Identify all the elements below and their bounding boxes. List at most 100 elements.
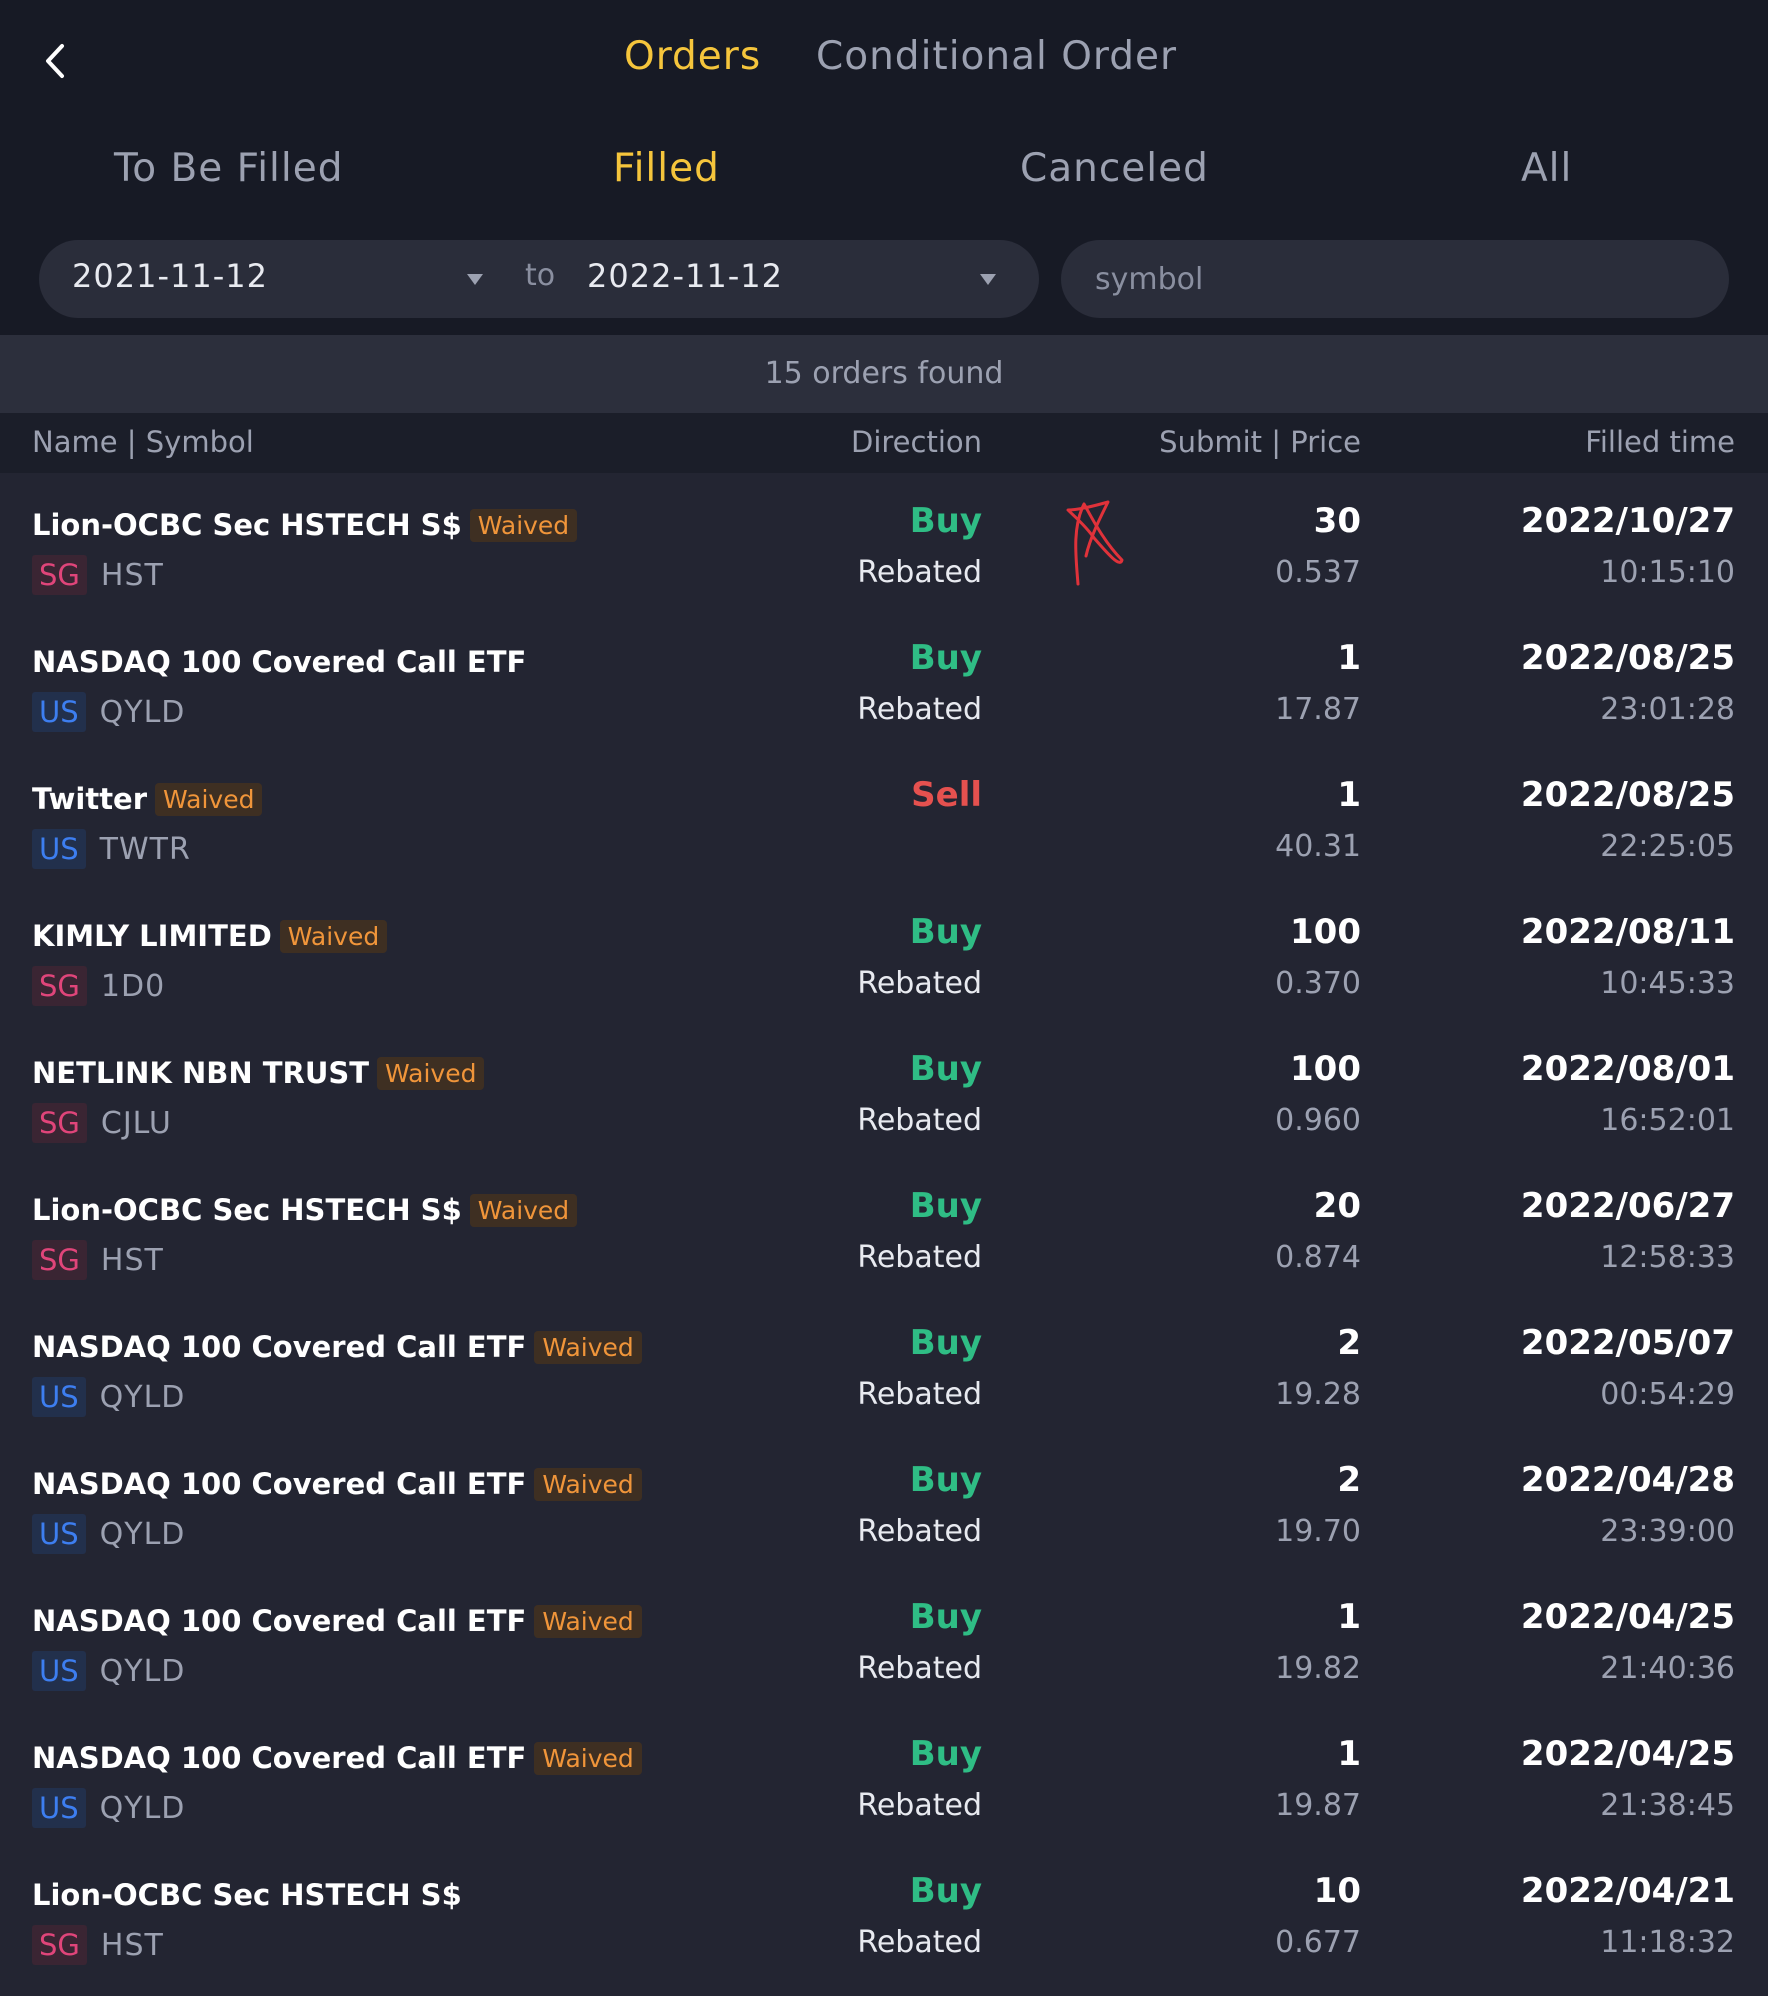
column-direction: Direction bbox=[850, 425, 982, 459]
order-row[interactable]: NASDAQ 100 Covered Call ETF Waived US QYL… bbox=[0, 1295, 1768, 1432]
rebate-status: Rebated bbox=[857, 1651, 982, 1686]
symbol-input[interactable] bbox=[1093, 252, 1697, 306]
order-row[interactable]: NASDAQ 100 Covered Call ETF Waived US QYL… bbox=[0, 1432, 1768, 1569]
waived-badge: Waived bbox=[534, 1741, 642, 1775]
tab-canceled[interactable]: Canceled bbox=[1020, 146, 1209, 191]
order-name-line: NASDAQ 100 Covered Call ETF bbox=[32, 640, 526, 684]
filled-date: 2022/04/25 bbox=[1520, 1734, 1735, 1774]
waived-badge: Waived bbox=[534, 1604, 642, 1638]
market-badge: SG bbox=[32, 1240, 87, 1280]
symbol-code: CJLU bbox=[100, 1105, 172, 1141]
tab-conditional-order[interactable]: Conditional Order bbox=[816, 34, 1178, 79]
date-to-label: to bbox=[525, 258, 556, 293]
filled-date: 2022/10/27 bbox=[1520, 501, 1735, 541]
market-badge: US bbox=[32, 1514, 86, 1554]
filled-price: 40.31 bbox=[1275, 829, 1361, 864]
tab-filled[interactable]: Filled bbox=[613, 146, 720, 191]
column-submit-price: Submit | Price bbox=[1159, 425, 1361, 459]
order-row[interactable]: NASDAQ 100 Covered Call ETF Waived US QYL… bbox=[0, 1706, 1768, 1843]
filter-bar: 2021-11-12 to 2022-11-12 bbox=[0, 222, 1768, 335]
rebate-status: Rebated bbox=[857, 1377, 982, 1412]
rebate-status: Rebated bbox=[857, 1925, 982, 1960]
market-badge: US bbox=[32, 1377, 86, 1417]
security-name: NASDAQ 100 Covered Call ETF bbox=[32, 645, 527, 679]
symbol-code: QYLD bbox=[99, 1379, 186, 1415]
market-badge: SG bbox=[32, 1103, 87, 1143]
tab-to-be-filled[interactable]: To Be Filled bbox=[114, 146, 344, 191]
order-symbol-line: US QYLD bbox=[32, 1512, 185, 1556]
filled-date: 2022/05/07 bbox=[1520, 1323, 1735, 1363]
order-row[interactable]: KIMLY LIMITED Waived SG 1D0 Buy Rebated 1… bbox=[0, 884, 1768, 1021]
submit-quantity: 20 bbox=[1313, 1186, 1361, 1226]
order-direction: Buy bbox=[909, 638, 982, 678]
date-to-select[interactable]: 2022-11-12 bbox=[587, 257, 783, 295]
submit-quantity: 1 bbox=[1337, 638, 1361, 678]
order-direction: Buy bbox=[909, 1186, 982, 1226]
order-symbol-line: US QYLD bbox=[32, 690, 185, 734]
submit-quantity: 100 bbox=[1290, 912, 1361, 952]
security-name: NASDAQ 100 Covered Call ETF bbox=[32, 1467, 527, 1501]
tab-orders[interactable]: Orders bbox=[624, 34, 762, 79]
rebate-status: Rebated bbox=[857, 555, 982, 590]
chevron-left-icon[interactable] bbox=[38, 38, 74, 84]
filled-price: 19.70 bbox=[1275, 1514, 1361, 1549]
rebate-status: Rebated bbox=[857, 1240, 982, 1275]
filled-time: 12:58:33 bbox=[1600, 1240, 1735, 1275]
filled-time: 23:39:00 bbox=[1600, 1514, 1735, 1549]
waived-badge: Waived bbox=[534, 1467, 642, 1501]
waived-badge: Waived bbox=[377, 1056, 485, 1090]
order-direction: Buy bbox=[909, 912, 982, 952]
market-badge: US bbox=[32, 829, 86, 869]
order-symbol-line: US QYLD bbox=[32, 1375, 185, 1419]
order-row[interactable]: NASDAQ 100 Covered Call ETF US QYLD Buy … bbox=[0, 610, 1768, 747]
market-badge: US bbox=[32, 1651, 86, 1691]
filled-price: 19.82 bbox=[1275, 1651, 1361, 1686]
filled-time: 16:52:01 bbox=[1600, 1103, 1735, 1138]
security-name: NASDAQ 100 Covered Call ETF bbox=[32, 1330, 527, 1364]
order-row[interactable]: Lion-OCBC Sec HSTECH S$ Waived SG HST Buy… bbox=[0, 473, 1768, 610]
order-row[interactable]: Twitter Waived US TWTR Sell 1 40.31 2022/… bbox=[0, 747, 1768, 884]
filled-date: 2022/04/21 bbox=[1520, 1871, 1735, 1911]
security-name: Lion-OCBC Sec HSTECH S$ bbox=[32, 1878, 462, 1912]
order-name-line: Lion-OCBC Sec HSTECH S$ Waived bbox=[32, 503, 578, 547]
symbol-code: QYLD bbox=[99, 1790, 186, 1826]
security-name: KIMLY LIMITED bbox=[32, 919, 272, 953]
order-row[interactable]: Lion-OCBC Sec HSTECH S$ SG HST Buy Rebat… bbox=[0, 1843, 1768, 1980]
filled-time: 00:54:29 bbox=[1600, 1377, 1735, 1412]
filled-time: 21:40:36 bbox=[1600, 1651, 1735, 1686]
order-row[interactable]: NETLINK NBN TRUST Waived SG CJLU Buy Reba… bbox=[0, 1021, 1768, 1158]
order-name-line: NASDAQ 100 Covered Call ETF Waived bbox=[32, 1736, 642, 1780]
date-range-picker: 2021-11-12 to 2022-11-12 bbox=[39, 240, 1039, 318]
filled-price: 19.28 bbox=[1275, 1377, 1361, 1412]
order-direction: Buy bbox=[909, 1597, 982, 1637]
symbol-code: QYLD bbox=[99, 1516, 186, 1552]
app-header: Orders Conditional Order To Be Filled Fi… bbox=[0, 0, 1768, 222]
order-row[interactable]: NASDAQ 100 Covered Call ETF Waived US QYL… bbox=[0, 1569, 1768, 1706]
order-direction: Buy bbox=[909, 1049, 982, 1089]
rebate-status: Rebated bbox=[857, 1103, 982, 1138]
submit-quantity: 2 bbox=[1337, 1323, 1361, 1363]
order-row[interactable]: Lion-OCBC Sec HSTECH S$ Waived SG HST Buy… bbox=[0, 1158, 1768, 1295]
order-direction: Sell bbox=[911, 775, 982, 815]
order-name-line: NASDAQ 100 Covered Call ETF Waived bbox=[32, 1462, 642, 1506]
filled-date: 2022/08/25 bbox=[1520, 775, 1735, 815]
order-name-line: Lion-OCBC Sec HSTECH S$ Waived bbox=[32, 1188, 578, 1232]
caret-down-icon[interactable] bbox=[980, 274, 996, 285]
order-name-line: NETLINK NBN TRUST Waived bbox=[32, 1051, 485, 1095]
submit-quantity: 2 bbox=[1337, 1460, 1361, 1500]
submit-quantity: 30 bbox=[1313, 501, 1361, 541]
submit-quantity: 100 bbox=[1290, 1049, 1361, 1089]
column-name-symbol: Name | Symbol bbox=[32, 425, 254, 459]
waived-badge: Waived bbox=[155, 782, 263, 816]
filled-date: 2022/08/11 bbox=[1520, 912, 1735, 952]
filled-time: 21:38:45 bbox=[1600, 1788, 1735, 1823]
security-name: NASDAQ 100 Covered Call ETF bbox=[32, 1741, 527, 1775]
date-from-select[interactable]: 2021-11-12 bbox=[72, 257, 268, 295]
filled-time: 10:15:10 bbox=[1600, 555, 1735, 590]
orders-list: Lion-OCBC Sec HSTECH S$ Waived SG HST Buy… bbox=[0, 473, 1768, 1980]
order-name-line: NASDAQ 100 Covered Call ETF Waived bbox=[32, 1599, 642, 1643]
caret-down-icon[interactable] bbox=[467, 274, 483, 285]
order-direction: Buy bbox=[909, 1460, 982, 1500]
tab-all[interactable]: All bbox=[1521, 146, 1573, 191]
market-badge: US bbox=[32, 692, 86, 732]
